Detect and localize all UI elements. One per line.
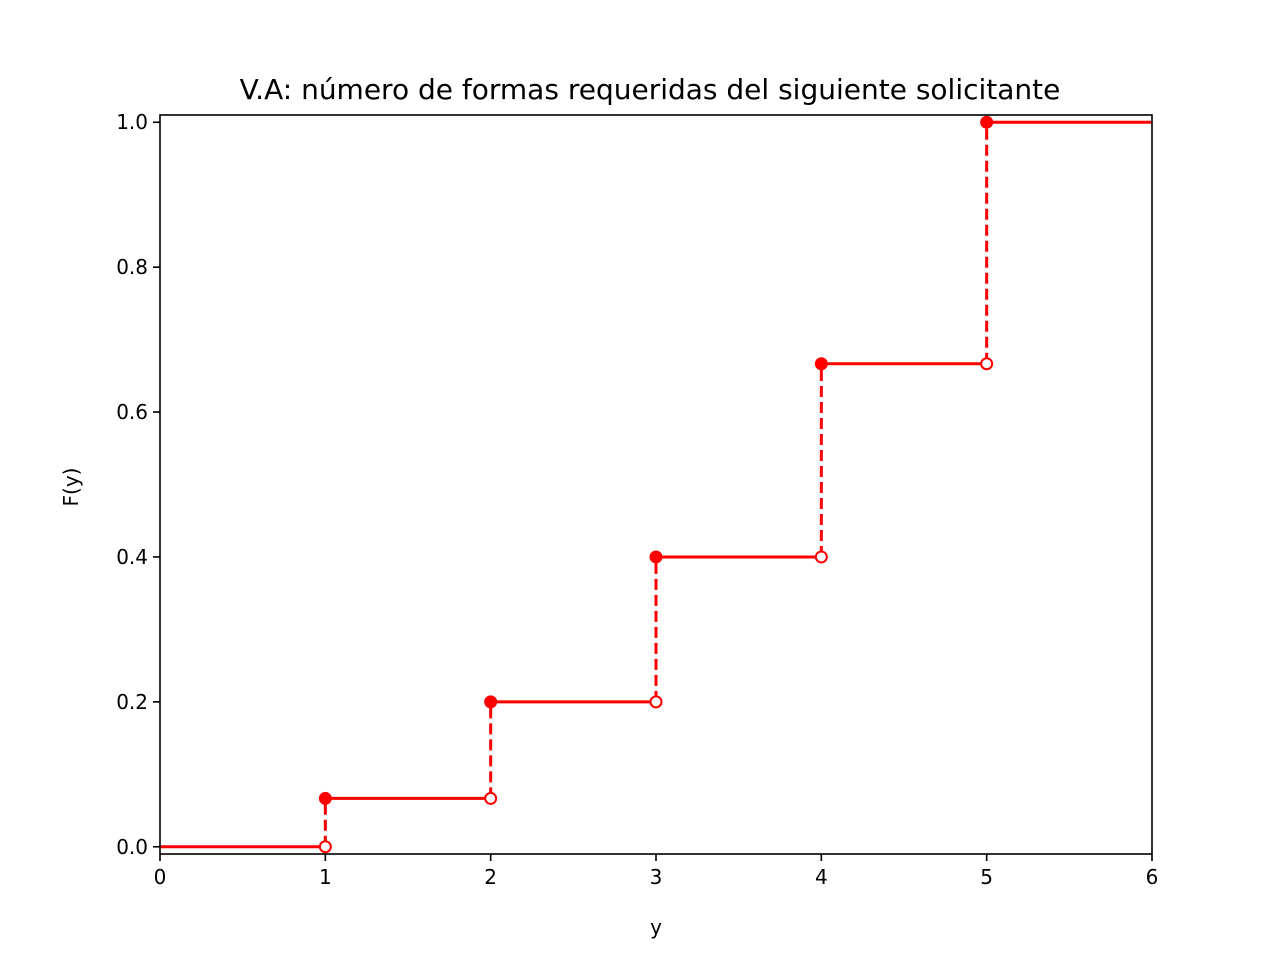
y-tick-label: 0.4: [116, 545, 148, 569]
open-point: [814, 550, 828, 564]
x-axis-label: y: [650, 915, 662, 939]
y-tick-label: 0.0: [116, 835, 148, 859]
closed-point: [814, 357, 828, 371]
y-tick-label: 1.0: [116, 110, 148, 134]
y-tick-label: 0.8: [116, 255, 148, 279]
open-point: [318, 840, 332, 854]
axes-frame: [159, 114, 1153, 855]
x-tick-label: 6: [1146, 865, 1159, 889]
closed-point: [980, 115, 994, 129]
closed-point: [318, 791, 332, 805]
chart-title: V.A: número de formas requeridas del sig…: [240, 73, 1061, 106]
x-tick-label: 5: [980, 865, 993, 889]
y-tick-label: 0.2: [116, 690, 148, 714]
x-tick-label: 2: [484, 865, 497, 889]
x-tick-label: 4: [815, 865, 828, 889]
y-axis-label: F(y): [59, 468, 83, 507]
open-point: [980, 357, 994, 371]
x-tick-label: 3: [650, 865, 663, 889]
axis-ticks: 0 1 2 3 4 5 6 0.0 0.2 0.4 0.6 0.8 1.0: [116, 110, 1158, 889]
open-point: [484, 791, 498, 805]
closed-point: [484, 695, 498, 709]
plot-area: [160, 115, 1152, 854]
y-tick-label: 0.6: [116, 400, 148, 424]
x-tick-label: 1: [319, 865, 332, 889]
open-point: [649, 695, 663, 709]
x-tick-label: 0: [154, 865, 167, 889]
closed-point: [649, 550, 663, 564]
